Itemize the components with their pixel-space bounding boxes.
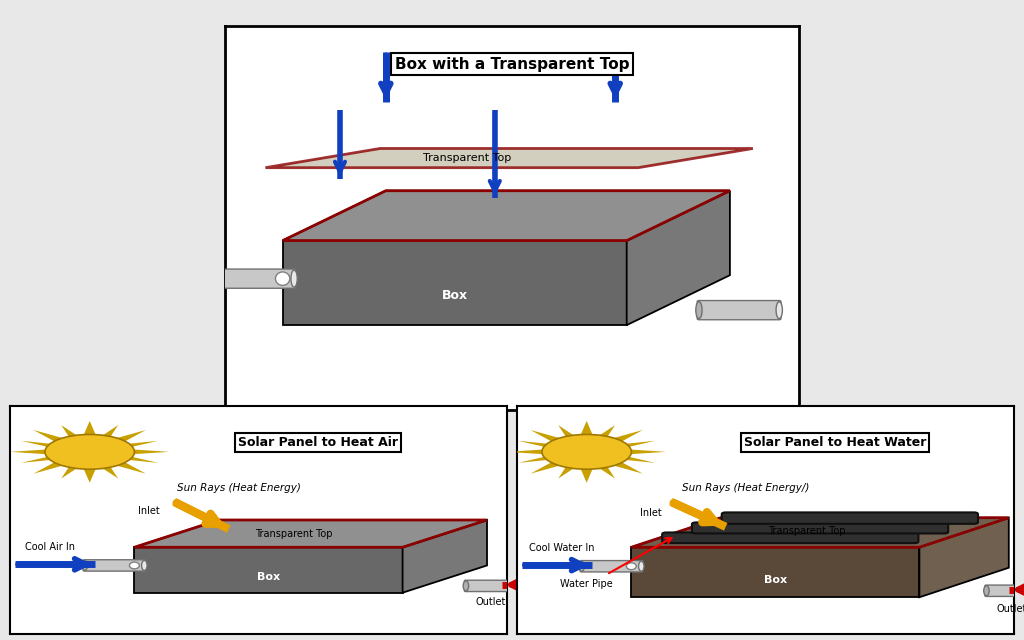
Text: Box with a Transparent Top: Box with a Transparent Top xyxy=(394,56,630,72)
Ellipse shape xyxy=(776,301,782,319)
Polygon shape xyxy=(558,425,577,438)
Polygon shape xyxy=(83,467,96,483)
Text: Box: Box xyxy=(257,572,280,582)
Polygon shape xyxy=(100,465,118,479)
Ellipse shape xyxy=(129,562,139,569)
Polygon shape xyxy=(112,460,145,474)
Ellipse shape xyxy=(275,272,290,285)
Text: Water Pipe: Water Pipe xyxy=(560,579,613,589)
Ellipse shape xyxy=(523,581,528,591)
Ellipse shape xyxy=(695,301,702,319)
Polygon shape xyxy=(100,425,118,438)
FancyBboxPatch shape xyxy=(207,269,296,288)
Polygon shape xyxy=(632,547,920,597)
Polygon shape xyxy=(124,441,159,448)
Polygon shape xyxy=(627,191,730,325)
FancyBboxPatch shape xyxy=(83,560,145,571)
Polygon shape xyxy=(530,430,564,444)
Polygon shape xyxy=(283,191,730,241)
Polygon shape xyxy=(134,547,402,593)
Polygon shape xyxy=(61,425,79,438)
FancyBboxPatch shape xyxy=(663,532,919,543)
Polygon shape xyxy=(597,425,615,438)
Polygon shape xyxy=(518,456,552,463)
Polygon shape xyxy=(608,460,643,474)
FancyBboxPatch shape xyxy=(985,585,1024,596)
Ellipse shape xyxy=(627,563,636,570)
Polygon shape xyxy=(22,456,55,463)
Ellipse shape xyxy=(141,561,147,570)
Polygon shape xyxy=(518,441,552,448)
Text: Transparent Top: Transparent Top xyxy=(424,153,512,163)
Polygon shape xyxy=(10,449,51,454)
Polygon shape xyxy=(283,241,627,325)
Text: Solar Panel to Heat Water: Solar Panel to Heat Water xyxy=(743,436,926,449)
Text: Inlet: Inlet xyxy=(640,508,663,518)
Polygon shape xyxy=(112,430,145,444)
FancyBboxPatch shape xyxy=(581,561,643,572)
Polygon shape xyxy=(597,465,615,479)
FancyBboxPatch shape xyxy=(465,580,527,591)
Polygon shape xyxy=(608,430,643,444)
FancyBboxPatch shape xyxy=(692,522,948,534)
Polygon shape xyxy=(83,421,96,437)
Ellipse shape xyxy=(45,435,134,469)
Polygon shape xyxy=(580,467,594,483)
Ellipse shape xyxy=(291,270,297,287)
Text: Warm Air Out: Warm Air Out xyxy=(527,563,593,573)
Polygon shape xyxy=(61,465,79,479)
Text: Transparent Top: Transparent Top xyxy=(768,526,846,536)
Polygon shape xyxy=(34,430,68,444)
Text: Outlet: Outlet xyxy=(475,596,506,607)
Text: Transparent Top: Transparent Top xyxy=(255,529,333,539)
Text: Box: Box xyxy=(764,575,786,585)
Polygon shape xyxy=(265,148,753,168)
Polygon shape xyxy=(134,520,487,547)
Polygon shape xyxy=(622,456,655,463)
Ellipse shape xyxy=(984,586,989,596)
Ellipse shape xyxy=(82,561,87,570)
Polygon shape xyxy=(625,449,667,454)
Polygon shape xyxy=(632,518,1009,547)
Text: Box: Box xyxy=(441,289,468,302)
Text: Solar Panel to Heat Air: Solar Panel to Heat Air xyxy=(239,436,398,449)
Text: Sun Rays (Heat Energy/): Sun Rays (Heat Energy/) xyxy=(682,483,809,493)
Polygon shape xyxy=(530,460,564,474)
Text: Outlet: Outlet xyxy=(996,604,1024,614)
Text: Inlet: Inlet xyxy=(138,506,160,516)
Ellipse shape xyxy=(639,561,644,572)
Polygon shape xyxy=(558,465,577,479)
Ellipse shape xyxy=(579,561,585,572)
Text: Cool Air In: Cool Air In xyxy=(25,542,75,552)
Polygon shape xyxy=(580,421,594,437)
Polygon shape xyxy=(34,460,68,474)
Polygon shape xyxy=(507,449,549,454)
Ellipse shape xyxy=(205,270,211,287)
Polygon shape xyxy=(402,520,487,593)
Polygon shape xyxy=(920,518,1009,597)
Text: Cool Water In: Cool Water In xyxy=(529,543,595,553)
Polygon shape xyxy=(22,441,55,448)
Polygon shape xyxy=(124,456,159,463)
FancyBboxPatch shape xyxy=(722,513,978,524)
Polygon shape xyxy=(128,449,169,454)
Text: Sun Rays (Heat Energy): Sun Rays (Heat Energy) xyxy=(177,483,301,493)
FancyBboxPatch shape xyxy=(697,301,781,320)
Polygon shape xyxy=(622,441,655,448)
Ellipse shape xyxy=(542,435,632,469)
Ellipse shape xyxy=(463,581,469,591)
